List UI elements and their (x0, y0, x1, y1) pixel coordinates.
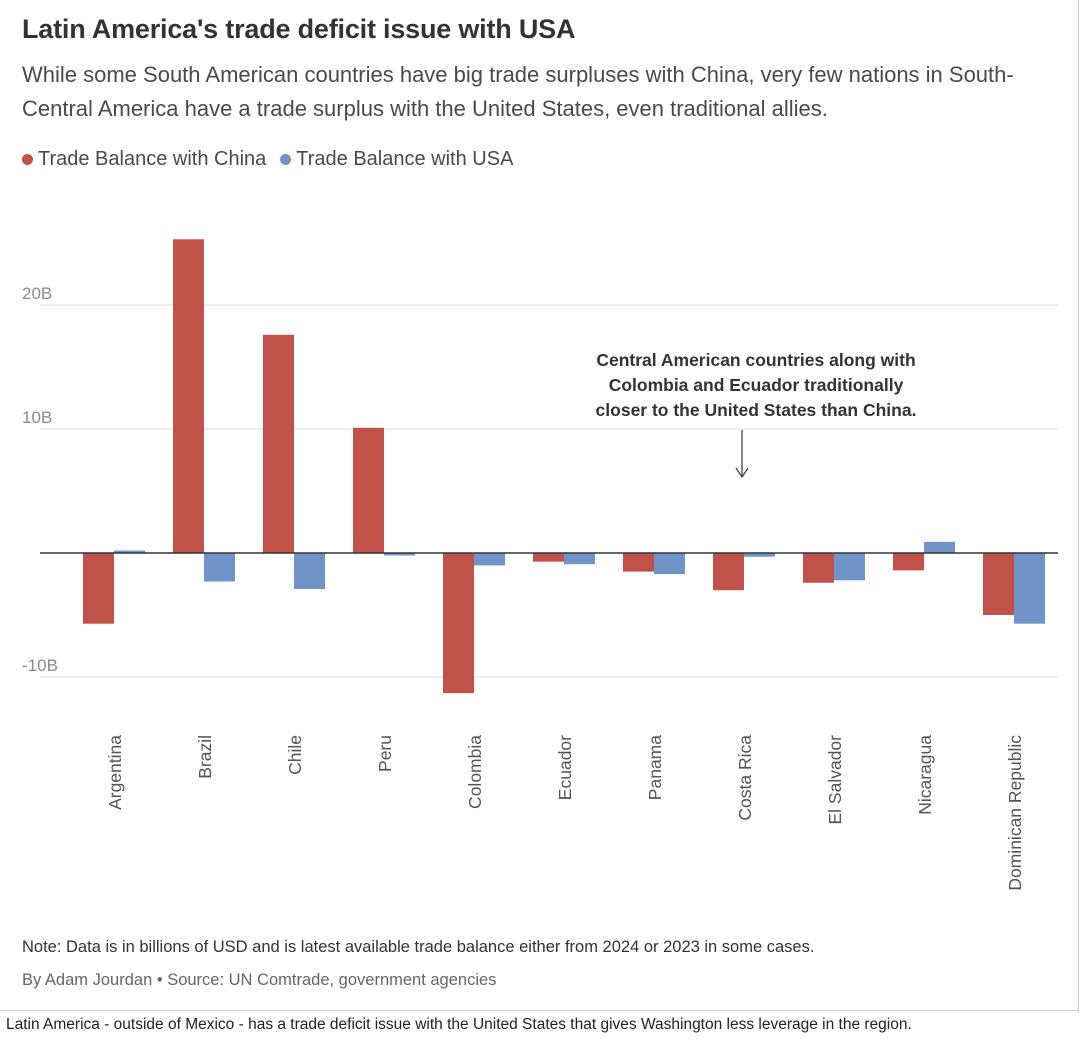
chart-card: Latin America's trade deficit issue with… (0, 0, 1079, 1011)
bar-usa-ecuador (564, 553, 595, 565)
bar-usa-el-salvador (834, 553, 865, 581)
bar-usa-panama (654, 553, 685, 575)
x-tick-label-4: Colombia (465, 735, 485, 809)
chart-subtitle: While some South American countries have… (22, 62, 1014, 121)
legend-dot-china (22, 154, 33, 165)
annotation-arrow-head (735, 467, 749, 479)
bar-usa-brazil (204, 553, 235, 582)
bar-china-ecuador (533, 553, 564, 562)
x-tick-label-2: Chile (285, 735, 305, 775)
bar-china-peru (353, 427, 384, 553)
legend-item-china: Trade Balance with China (22, 148, 266, 171)
bar-china-chile (263, 334, 294, 553)
annotation-line-0: Central American countries along with (596, 350, 915, 370)
x-tick-label-9: Nicaragua (915, 735, 935, 815)
bar-china-colombia (443, 553, 474, 694)
legend-label-usa: Trade Balance with USA (296, 148, 514, 170)
bar-usa-peru (384, 553, 415, 556)
chart-title: Latin America's trade deficit issue with… (22, 14, 576, 44)
bar-china-brazil (173, 239, 204, 553)
figure-caption: Latin America - outside of Mexico - has … (6, 1016, 912, 1033)
bar-usa-dominican-republic (1014, 553, 1045, 624)
bar-china-el-salvador (803, 553, 834, 583)
bar-usa-nicaragua (924, 541, 955, 553)
x-tick-label-7: Costa Rica (735, 735, 755, 821)
x-tick-label-8: El Salvador (825, 735, 845, 825)
annotation-line-1: Colombia and Ecuador traditionally (609, 375, 904, 395)
chart-legend: Trade Balance with China Trade Balance w… (22, 148, 513, 171)
footer-byline: By Adam Jourdan • Source: UN Comtrade, g… (22, 971, 497, 989)
bar-usa-costa-rica (744, 553, 775, 557)
bar-chart: 20B 10B -10B Argentina Brazil Chile Peru Colomb… (22, 239, 1058, 891)
y-tick-label-2: -10B (22, 656, 58, 675)
legend-dot-usa (280, 154, 292, 165)
x-tick-label-5: Ecuador (555, 735, 575, 800)
footer-note: Note: Data is in billions of USD and is … (22, 938, 815, 956)
bar-usa-argentina (114, 550, 145, 553)
y-tick-label-0: 20B (22, 284, 52, 303)
legend-item-usa: Trade Balance with USA (280, 148, 513, 171)
bar-china-panama (623, 553, 654, 572)
bar-china-costa-rica (713, 553, 744, 591)
y-tick-label-1: 10B (22, 408, 52, 427)
x-tick-label-3: Peru (375, 735, 395, 772)
legend-label-china: Trade Balance with China (38, 148, 267, 170)
x-tick-label-10: Dominican Republic (1005, 735, 1025, 891)
x-tick-label-6: Panama (645, 735, 665, 800)
bar-china-nicaragua (893, 553, 924, 571)
bar-china-argentina (83, 553, 114, 624)
bar-usa-chile (294, 553, 325, 589)
bar-usa-colombia (474, 553, 505, 566)
x-tick-label-0: Argentina (105, 735, 125, 810)
bar-china-dominican-republic (983, 553, 1014, 615)
annotation-line-2: closer to the United States than China. (596, 400, 917, 420)
x-tick-label-1: Brazil (195, 735, 215, 779)
